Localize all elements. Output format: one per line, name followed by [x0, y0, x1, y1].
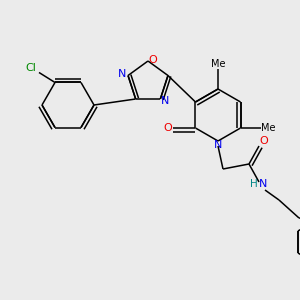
Text: Cl: Cl [26, 64, 36, 74]
Text: N: N [214, 140, 222, 150]
Text: Me: Me [261, 123, 276, 133]
Text: O: O [260, 136, 268, 146]
Text: H: H [250, 179, 258, 189]
Text: O: O [148, 55, 158, 65]
Text: N: N [161, 96, 170, 106]
Text: N: N [118, 68, 126, 79]
Text: O: O [163, 123, 172, 133]
Text: N: N [259, 179, 267, 189]
Text: Me: Me [211, 59, 225, 69]
